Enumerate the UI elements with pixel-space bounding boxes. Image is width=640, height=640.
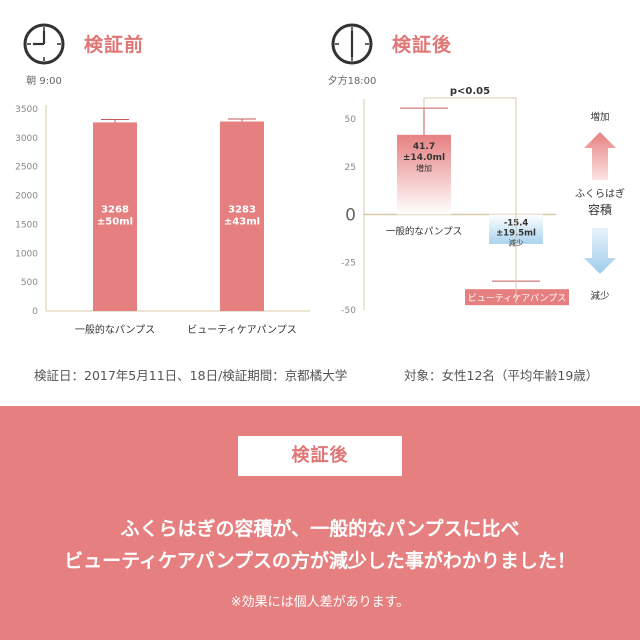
category-label: ビューティケアパンプス xyxy=(187,324,296,336)
bar-value-label: ±43ml xyxy=(224,216,260,227)
significance-bracket xyxy=(423,97,517,304)
bar xyxy=(93,122,137,311)
axis-caption: ふくらはぎ xyxy=(575,187,625,200)
y-tick-label: 0 xyxy=(345,206,356,226)
clock-6-icon xyxy=(331,23,373,65)
y-tick-label: -25 xyxy=(341,258,356,268)
after-time: 夕方18:00 xyxy=(327,76,377,87)
before-title: 検証前 xyxy=(84,34,145,56)
after-chart: -50-250255041.7±14.0ml増加一般的なパンプス-15.4±19… xyxy=(341,86,625,316)
y-tick-label: 3500 xyxy=(15,105,38,115)
before-time: 朝 9:00 xyxy=(26,76,62,87)
subjects-info: 対象：女性12名（平均年齢19歳） xyxy=(404,368,599,383)
y-tick-label: 50 xyxy=(345,115,357,125)
increase-label: 増加 xyxy=(590,111,609,123)
y-tick-label: 3000 xyxy=(15,134,38,144)
after-title: 検証後 xyxy=(392,34,453,56)
category-label: ビューティケアパンプス xyxy=(468,293,566,304)
bar-value-label: ±50ml xyxy=(97,217,133,228)
y-tick-label: 2500 xyxy=(15,163,38,173)
bar-value-label: 3268 xyxy=(101,205,129,216)
y-tick-label: 0 xyxy=(32,307,38,317)
clock-9-icon xyxy=(23,23,65,65)
y-tick-label: 1000 xyxy=(15,249,38,259)
y-tick-label: 25 xyxy=(345,163,356,173)
bar xyxy=(397,134,451,215)
category-label-box xyxy=(465,289,569,306)
result-line-2: ビューティケアパンプスの方が減少した事がわかりました！ xyxy=(64,550,576,572)
bar xyxy=(220,121,264,311)
y-tick-label: 1500 xyxy=(15,220,38,230)
down-arrow-icon xyxy=(584,228,616,274)
up-arrow-icon xyxy=(584,132,616,180)
bar-value-label: 増加 xyxy=(416,163,432,173)
category-label: 一般的なパンプス xyxy=(386,226,462,238)
disclaimer-note: ※効果には個人差があります。 xyxy=(230,595,410,610)
bar-value-label: 3283 xyxy=(228,204,256,215)
y-tick-label: 500 xyxy=(21,278,38,288)
y-tick-label: 2000 xyxy=(15,192,38,202)
axis-caption: 容積 xyxy=(588,202,612,217)
before-chart: 0 500 1000 1500 2000 2500 3000 3500 3268±50ml 一般的… xyxy=(15,105,310,336)
category-label: 一般的なパンプス xyxy=(75,323,155,336)
decrease-label: 減少 xyxy=(590,290,610,302)
result-badge: 検証後 xyxy=(238,436,402,476)
verification-date: 検証日：2017年5月11日、18日/検証期間：京都橘大学 xyxy=(34,368,348,383)
significance-label: p<0.05 xyxy=(450,86,490,97)
result-line-1: ふくらはぎの容積が、一般的なパンプスに比べ xyxy=(120,518,520,540)
bar-value-label: ±14.0ml xyxy=(403,153,445,163)
bar-value-label: 41.7 xyxy=(413,142,435,152)
y-tick-label: -50 xyxy=(341,306,356,316)
